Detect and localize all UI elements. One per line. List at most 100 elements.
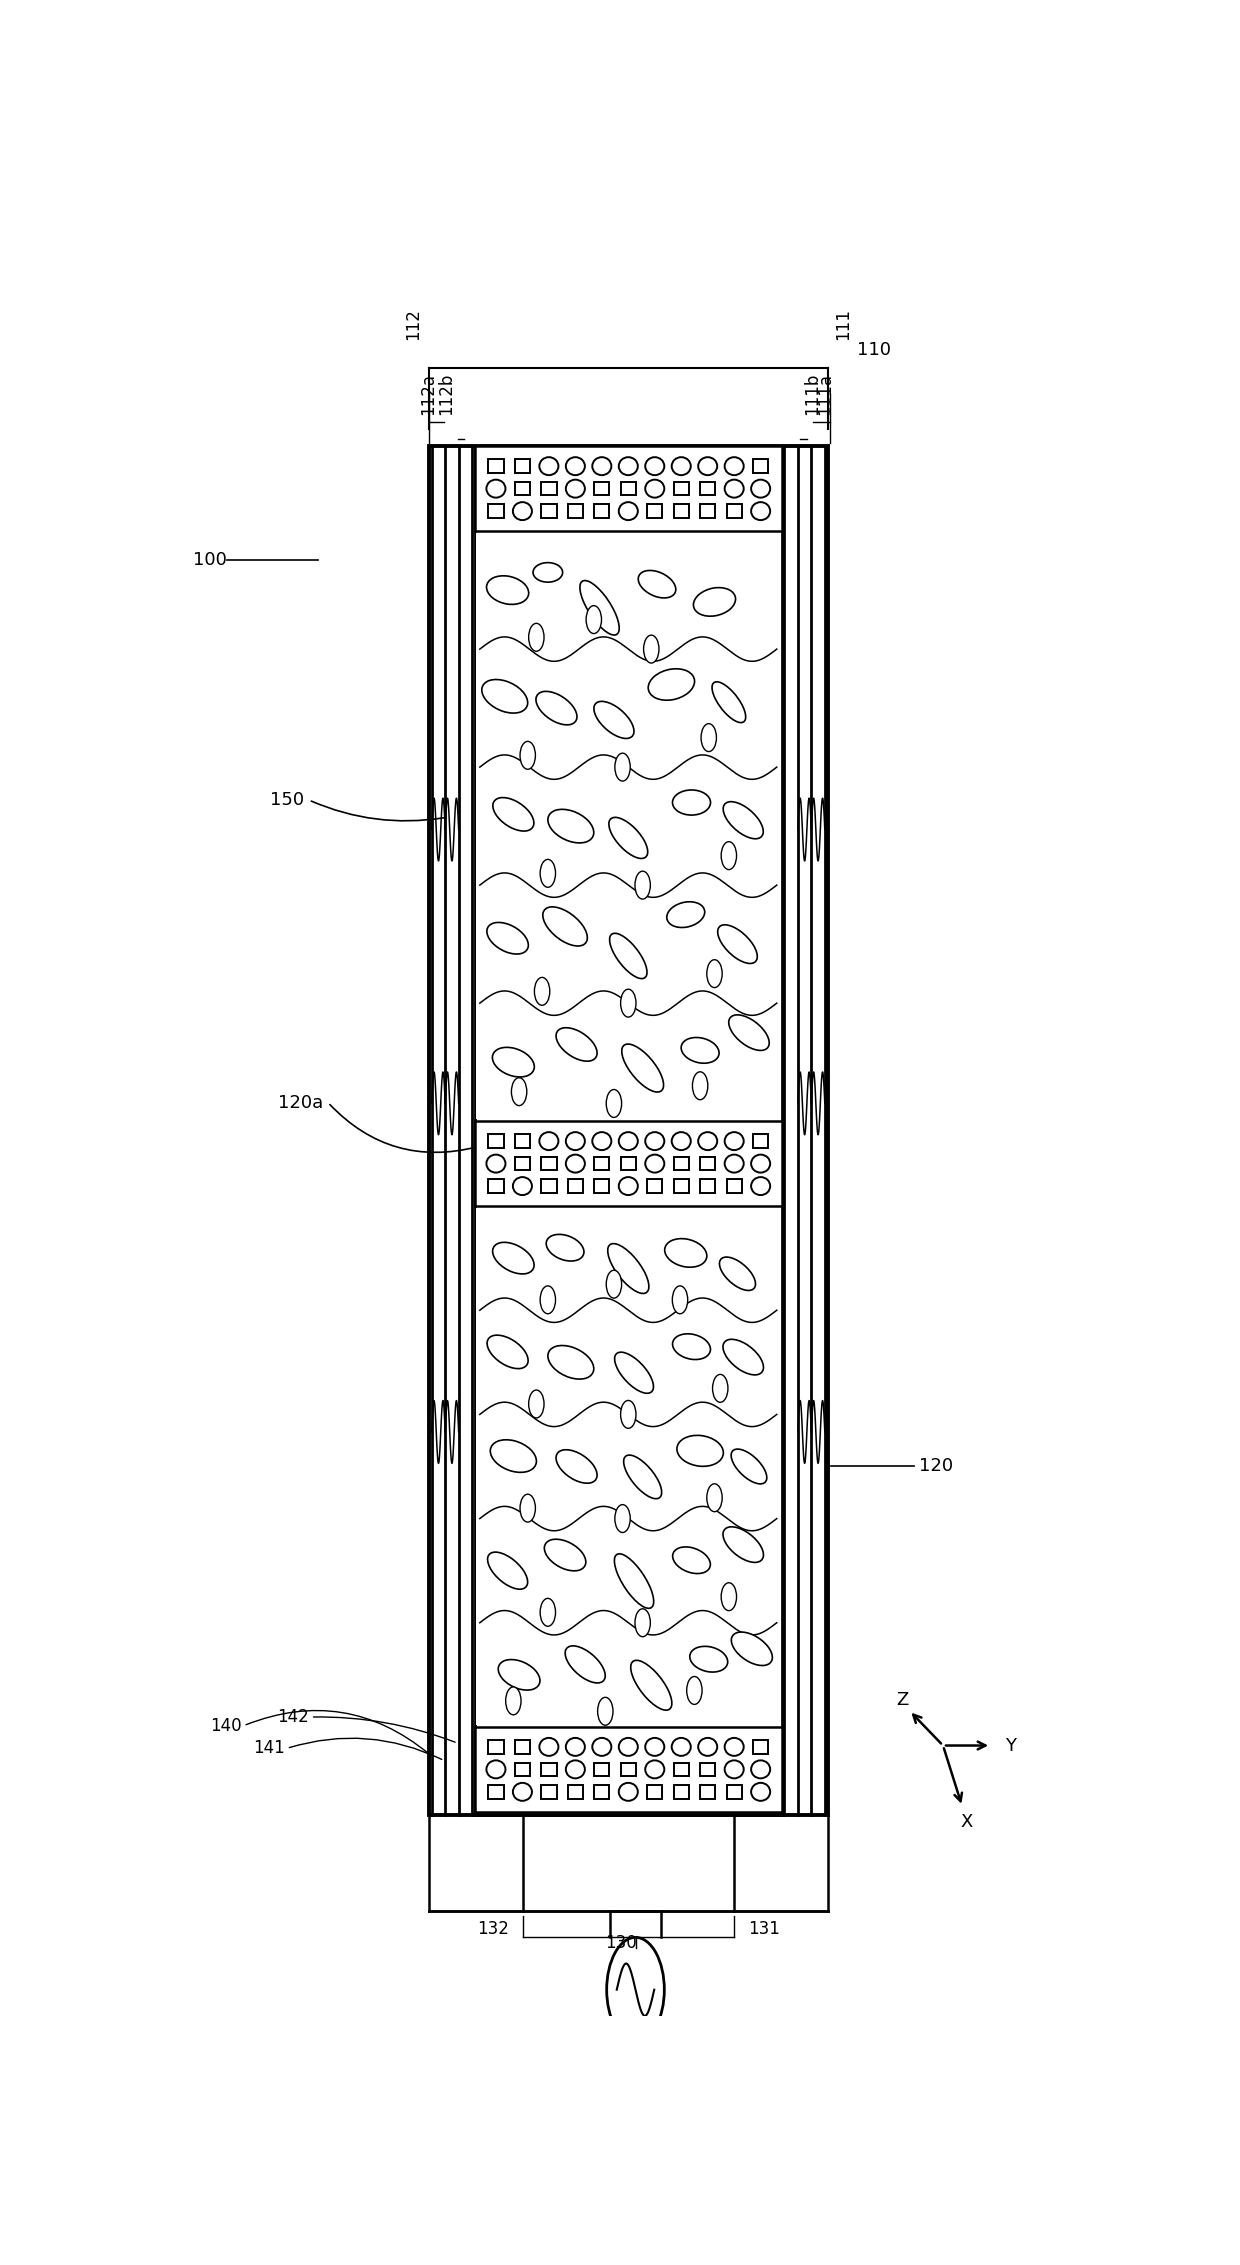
Ellipse shape (722, 843, 737, 870)
Bar (673, 482, 689, 496)
Ellipse shape (513, 503, 532, 521)
Ellipse shape (707, 1484, 722, 1511)
Bar (489, 505, 503, 519)
Ellipse shape (608, 1243, 649, 1293)
Bar (489, 1180, 503, 1194)
Bar (475, 446, 781, 530)
Ellipse shape (533, 562, 563, 582)
Bar (515, 482, 529, 496)
Ellipse shape (492, 797, 534, 831)
Ellipse shape (615, 1504, 630, 1533)
Bar (568, 505, 583, 519)
Ellipse shape (698, 1132, 717, 1151)
Text: 120: 120 (919, 1456, 954, 1475)
Ellipse shape (698, 458, 717, 476)
Bar (541, 505, 557, 519)
Bar (515, 1135, 529, 1148)
Ellipse shape (565, 480, 585, 498)
Ellipse shape (724, 1737, 744, 1755)
Ellipse shape (486, 575, 528, 605)
Bar (489, 1785, 503, 1798)
Bar (541, 1785, 557, 1798)
Ellipse shape (520, 1495, 536, 1522)
Ellipse shape (624, 1454, 662, 1499)
Ellipse shape (565, 1760, 585, 1778)
Ellipse shape (672, 1547, 711, 1574)
Ellipse shape (541, 1599, 556, 1626)
Text: Z: Z (897, 1692, 909, 1710)
Ellipse shape (598, 1696, 613, 1726)
Bar (489, 1740, 503, 1753)
Bar (647, 1180, 662, 1194)
Ellipse shape (645, 1155, 665, 1173)
Bar (701, 1157, 715, 1171)
Ellipse shape (692, 1071, 708, 1101)
Ellipse shape (492, 1046, 534, 1076)
Ellipse shape (619, 1737, 637, 1755)
Ellipse shape (672, 1132, 691, 1151)
Ellipse shape (534, 978, 549, 1006)
Bar (568, 1180, 583, 1194)
Bar (673, 1785, 689, 1798)
Ellipse shape (544, 1540, 585, 1572)
Text: 141: 141 (253, 1740, 285, 1758)
Ellipse shape (724, 1132, 744, 1151)
Ellipse shape (606, 1271, 621, 1298)
Ellipse shape (719, 1257, 755, 1291)
Bar (541, 482, 557, 496)
Ellipse shape (615, 1352, 653, 1393)
Bar (541, 1157, 557, 1171)
Ellipse shape (486, 1155, 506, 1173)
Bar (701, 1785, 715, 1798)
Ellipse shape (609, 818, 647, 858)
Bar (673, 1762, 689, 1776)
Ellipse shape (506, 1687, 521, 1715)
Bar (476, 1207, 781, 1726)
Bar (727, 505, 742, 519)
Bar (541, 1762, 557, 1776)
Ellipse shape (751, 1760, 770, 1778)
Text: 110: 110 (857, 342, 890, 360)
Ellipse shape (713, 1375, 728, 1402)
Ellipse shape (487, 1552, 528, 1590)
Bar (594, 505, 610, 519)
Text: Y: Y (1006, 1737, 1017, 1755)
Ellipse shape (482, 680, 528, 713)
Ellipse shape (645, 1760, 665, 1778)
Bar (701, 482, 715, 496)
Ellipse shape (751, 1178, 770, 1196)
Ellipse shape (724, 1760, 744, 1778)
Bar (594, 1180, 610, 1194)
Ellipse shape (718, 924, 758, 963)
Bar (475, 446, 781, 1814)
Ellipse shape (620, 990, 636, 1017)
Ellipse shape (724, 458, 744, 476)
Text: 111: 111 (835, 308, 852, 340)
Text: 111a: 111a (816, 374, 835, 414)
Bar (620, 1762, 636, 1776)
Ellipse shape (724, 1155, 744, 1173)
Ellipse shape (528, 623, 544, 652)
Bar (753, 460, 769, 473)
Ellipse shape (672, 1737, 691, 1755)
Ellipse shape (610, 933, 647, 978)
Text: X: X (961, 1814, 973, 1832)
Ellipse shape (587, 605, 601, 634)
Ellipse shape (541, 1287, 556, 1314)
Ellipse shape (707, 960, 722, 988)
Ellipse shape (619, 458, 637, 476)
Ellipse shape (667, 901, 704, 926)
Ellipse shape (606, 1089, 621, 1117)
Ellipse shape (498, 1660, 539, 1690)
Ellipse shape (490, 1441, 537, 1472)
Ellipse shape (620, 1400, 636, 1429)
Text: 112a: 112a (419, 374, 438, 414)
Text: 112b: 112b (436, 374, 455, 414)
Ellipse shape (539, 1132, 558, 1151)
Ellipse shape (593, 1132, 611, 1151)
Ellipse shape (722, 1583, 737, 1610)
Ellipse shape (593, 1737, 611, 1755)
Ellipse shape (723, 1527, 764, 1563)
Ellipse shape (580, 580, 619, 634)
Ellipse shape (635, 1608, 650, 1638)
